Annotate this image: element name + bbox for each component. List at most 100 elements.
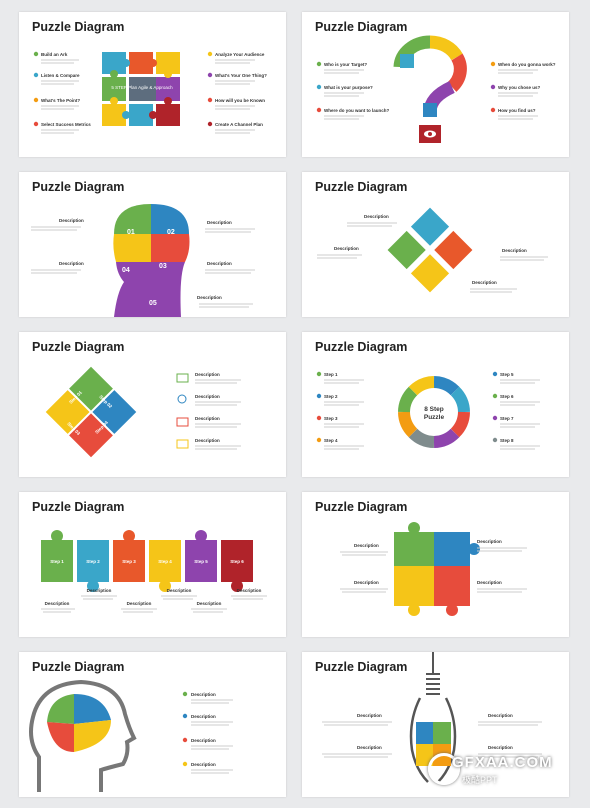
left-step: Step 4 — [324, 438, 338, 443]
piece-number: 04 — [122, 267, 130, 274]
square-puzzle-diagram: Step 01 Step 02 Step 03 Step 04 Descript… — [45, 366, 241, 458]
description-label: Description — [197, 295, 222, 300]
left-item-3: What's The Point? — [41, 98, 80, 103]
slide-7[interactable]: Puzzle Diagram Step 1 Step 2 Step 3 Step… — [19, 492, 286, 637]
piece-number: 03 — [159, 263, 167, 270]
square-puzzle — [45, 366, 137, 458]
puzzle-grid — [102, 52, 180, 126]
slide-8[interactable]: Puzzle Diagram Description Description D… — [302, 492, 569, 637]
description-label: Description — [197, 601, 222, 606]
slide-title: Puzzle Diagram — [315, 20, 408, 34]
step-label: Step 1 — [50, 559, 64, 564]
center-label: 5 STEP Plan Agile & Approach — [111, 85, 173, 90]
diamond-puzzle — [387, 207, 473, 293]
watermark-logo — [428, 753, 460, 785]
right-item-3: How you find us? — [498, 108, 536, 113]
slide-title: Puzzle Diagram — [32, 20, 125, 34]
slide-1[interactable]: Puzzle Diagram 5 STEP Plan Agile & Appro… — [19, 12, 286, 157]
slide-title: Puzzle Diagram — [315, 660, 408, 674]
center-subtitle: Puzzle — [424, 414, 445, 421]
description-label: Description — [477, 539, 502, 544]
right-item-2: Why you chose us? — [498, 85, 541, 90]
slide-title: Puzzle Diagram — [32, 180, 125, 194]
head-puzzle-diagram: 01 02 04 03 05 Description Description D… — [31, 204, 255, 317]
ring-puzzle — [398, 376, 470, 448]
slide-5[interactable]: Puzzle Diagram Step 01 Step 02 Step 03 S… — [19, 332, 286, 477]
slide-9[interactable]: Puzzle Diagram Description Description D… — [19, 652, 286, 797]
puzzle-block — [394, 522, 480, 616]
description-label: Description — [191, 692, 216, 697]
description-label: Description — [207, 261, 232, 266]
description-label: Description — [477, 580, 502, 585]
slide-2[interactable]: Puzzle Diagram Who is your Target? What … — [302, 12, 569, 157]
right-item-1: Analyze Your Audience — [215, 52, 265, 57]
description-label: Description — [191, 738, 216, 743]
description-label: Description — [364, 214, 389, 219]
puzzle-grid-diagram: 5 STEP Plan Agile & Approach Build an Ar… — [33, 51, 267, 134]
step-label: Step 5 — [194, 559, 208, 564]
right-step: Step 6 — [500, 394, 514, 399]
six-step-chain-diagram: Step 1 Step 2 Step 3 Step 4 Step 5 Step … — [41, 530, 267, 613]
description-label: Description — [354, 543, 379, 548]
four-piece-puzzle-diagram: Description Description Description Desc… — [340, 522, 527, 616]
step-label: Step 3 — [122, 559, 136, 564]
description-label: Description — [191, 714, 216, 719]
description-label: Description — [502, 248, 527, 253]
piece-number: 05 — [149, 300, 157, 307]
left-item-4: Select Success Metrics — [41, 122, 91, 127]
center-title: 8 Step — [424, 406, 444, 413]
step-label: Step 2 — [86, 559, 100, 564]
left-item-2: What is your purpose? — [324, 85, 373, 90]
right-item-4: Create A Channel Plan — [215, 122, 263, 127]
left-item-1: Build an Ark — [41, 52, 68, 57]
description-label: Description — [357, 745, 382, 750]
head-silhouette — [113, 204, 190, 317]
description-label: Description — [357, 713, 382, 718]
description-label: Description — [195, 416, 220, 421]
watermark-text: GFXAA.COM — [452, 754, 553, 771]
description-label: Description — [195, 438, 220, 443]
description-label: Description — [45, 601, 70, 606]
description-label: Description — [237, 588, 262, 593]
left-step: Step 2 — [324, 394, 338, 399]
slide-6[interactable]: Puzzle Diagram 8 Step Puzzle Step 1 Step… — [302, 332, 569, 477]
left-item-3: Where do you want to launch? — [324, 108, 390, 113]
description-label: Description — [87, 588, 112, 593]
piece-number: 02 — [167, 229, 175, 236]
slide-3[interactable]: Puzzle Diagram 01 02 04 03 05 Descriptio… — [19, 172, 286, 317]
left-step: Step 3 — [324, 416, 338, 421]
step-label: Step 4 — [158, 559, 172, 564]
puzzle-chain — [41, 530, 253, 592]
slide-title: Puzzle Diagram — [32, 660, 125, 674]
right-step: Step 7 — [500, 416, 514, 421]
step-label: Step 6 — [230, 559, 244, 564]
description-label: Description — [59, 261, 84, 266]
diamond-puzzle-diagram: Description Description Description Desc… — [317, 207, 548, 293]
description-label: Description — [59, 218, 84, 223]
brain-puzzle — [47, 694, 111, 752]
right-item-1: When do you gonna work? — [498, 62, 556, 67]
right-item-2: What's Your One Thing? — [215, 73, 267, 78]
description-label: Description — [167, 588, 192, 593]
slide-title: Puzzle Diagram — [32, 500, 125, 514]
slide-title: Puzzle Diagram — [315, 500, 408, 514]
brain-head-diagram: Description Description Description Desc… — [29, 679, 233, 792]
left-step: Step 1 — [324, 372, 338, 377]
description-label: Description — [354, 580, 379, 585]
description-label: Description — [195, 394, 220, 399]
slide-title: Puzzle Diagram — [315, 340, 408, 354]
question-mark — [393, 35, 467, 113]
piece-number: 01 — [127, 229, 135, 236]
right-item-3: How will you be Known — [215, 98, 265, 103]
description-label: Description — [472, 280, 497, 285]
watermark-subtext: 极酷PPT — [462, 775, 498, 785]
slide-4[interactable]: Puzzle Diagram Description Description D… — [302, 172, 569, 317]
bulb-cord — [409, 652, 457, 783]
description-label: Description — [127, 601, 152, 606]
description-label: Description — [334, 246, 359, 251]
right-step: Step 5 — [500, 372, 514, 377]
description-label: Description — [207, 220, 232, 225]
left-item-1: Who is your Target? — [324, 62, 367, 67]
description-label: Description — [488, 745, 513, 750]
description-label: Description — [195, 372, 220, 377]
